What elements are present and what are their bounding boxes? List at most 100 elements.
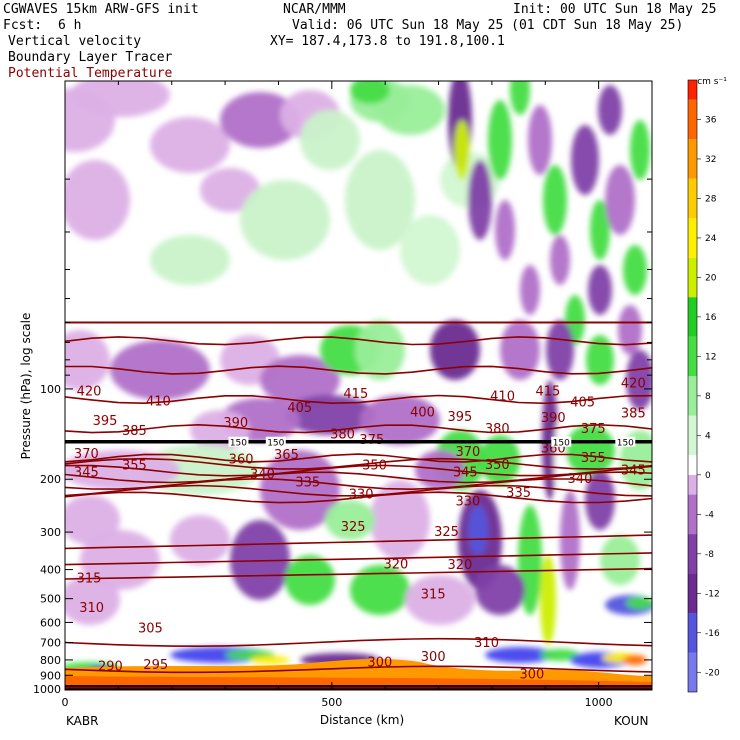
potential-temperature-contours: 420 410 395 385 390 405 415 400 395 410 415 420 405 3… xyxy=(65,321,652,689)
valid-time: Valid: 06 UTC Sun 18 May 25 (01 CDT Sun … xyxy=(292,18,684,33)
theta-label: 375 xyxy=(581,422,606,437)
x-tick-label: 500 xyxy=(321,696,342,709)
colorbar-tick-label: 0 xyxy=(705,471,711,481)
fcst-value: 6 h xyxy=(58,18,82,33)
colorbar-tick-label: 28 xyxy=(705,194,717,204)
theta-label: 395 xyxy=(93,414,118,429)
theta-label: 405 xyxy=(287,401,312,416)
theta-label: 330 xyxy=(455,494,480,509)
theta-label: 385 xyxy=(122,424,147,439)
colorbar-tick-label: -12 xyxy=(705,589,720,599)
colorbar-tick-label: -8 xyxy=(705,550,714,560)
field-boundary-layer-tracer: Boundary Layer Tracer xyxy=(8,50,173,65)
colorbar-swatch xyxy=(688,99,697,140)
y-tick-label: 400 xyxy=(40,564,61,577)
theta-label: 320 xyxy=(383,557,408,572)
colorbar-swatch xyxy=(688,534,697,574)
theta-label: 410 xyxy=(146,394,171,409)
theta-label: 325 xyxy=(434,525,459,540)
theta-label: 325 xyxy=(341,520,366,535)
xy-coords: XY= 187.4,173.8 to 191.8,100.1 xyxy=(270,34,505,49)
vertical-velocity-field xyxy=(65,81,652,690)
theta-label: 310 xyxy=(79,601,104,616)
tracer-label: 150 xyxy=(267,439,284,449)
colorbar-swatch xyxy=(688,257,697,298)
colorbar-swatch xyxy=(688,376,697,416)
y-tick-label: 200 xyxy=(40,473,61,486)
y-tick-label: 100 xyxy=(40,383,61,396)
theta-label: 355 xyxy=(122,459,147,474)
colorbar-swatch xyxy=(688,494,697,535)
colorbar-swatch xyxy=(688,336,697,377)
y-tick-label: 600 xyxy=(40,616,61,629)
colorbar-swatch xyxy=(688,297,697,337)
theta-label: 410 xyxy=(490,389,515,404)
org-label: NCAR/MMM xyxy=(283,2,346,17)
theta-label: 370 xyxy=(74,447,99,462)
theta-label: 420 xyxy=(77,384,102,399)
theta-label: 350 xyxy=(485,458,510,473)
theta-label: 315 xyxy=(421,587,446,602)
colorbar-tick-label: 24 xyxy=(705,234,717,244)
theta-label: 305 xyxy=(138,621,163,636)
colorbar-swatch xyxy=(688,178,697,219)
colorbar-swatch xyxy=(688,573,697,614)
theta-label: 390 xyxy=(541,411,566,426)
theta-label: 405 xyxy=(570,396,595,411)
tracer-label: 150 xyxy=(617,439,634,449)
colorbar-tick-label: 32 xyxy=(705,155,716,165)
y-axis-label: Pressure (hPa), log scale xyxy=(19,313,33,460)
x-endpoint-right: KOUN xyxy=(614,714,648,728)
colorbar-tick-label: -16 xyxy=(705,629,720,639)
theta-label: 365 xyxy=(274,448,299,463)
colorbar-tick-label: 20 xyxy=(705,273,717,283)
colorbar-tick-label: -20 xyxy=(705,668,720,678)
theta-label: 345 xyxy=(453,466,478,481)
theta-label: 320 xyxy=(447,558,472,573)
colorbar-swatch xyxy=(688,455,697,475)
field-potential-temperature: Potential Temperature xyxy=(8,66,173,81)
theta-label: 355 xyxy=(581,451,606,466)
theta-label: 395 xyxy=(447,410,472,425)
theta-label: 340 xyxy=(250,468,275,483)
colorbar-swatch xyxy=(688,415,697,456)
colorbar-tick-label: 4 xyxy=(705,431,711,441)
field-vertical-velocity: Vertical velocity xyxy=(8,34,142,49)
theta-label: 380 xyxy=(485,422,510,437)
colorbar-swatch xyxy=(688,139,697,179)
y-tick-label: 300 xyxy=(40,526,61,539)
theta-label: 335 xyxy=(295,475,320,490)
y-tick-label: 900 xyxy=(40,669,61,682)
colorbar-swatch xyxy=(688,218,697,258)
theta-label: 370 xyxy=(455,445,480,460)
colorbar-tick-label: 8 xyxy=(705,392,711,402)
theta-label: 315 xyxy=(77,571,102,586)
theta-label: 415 xyxy=(343,387,368,402)
theta-label: 300 xyxy=(367,655,392,670)
theta-label: 345 xyxy=(74,466,99,481)
tracer-label: 150 xyxy=(230,439,247,449)
colorbar-swatch xyxy=(688,613,697,653)
colorbar-swatch xyxy=(688,80,697,100)
init-time: Init: 00 UTC Sun 18 May 25 xyxy=(513,2,717,17)
colorbar-unit: cm s⁻¹ xyxy=(697,77,727,87)
colorbar-tick-label: 12 xyxy=(705,352,716,362)
theta-label: 360 xyxy=(229,453,254,468)
tracer-label: 150 xyxy=(553,439,570,449)
x-tick-label: 0 xyxy=(62,696,69,709)
theta-label: 340 xyxy=(568,472,593,487)
colorbar-tick-label: 16 xyxy=(705,313,717,323)
colorbar-tick-label: -4 xyxy=(705,510,714,520)
theta-label: 300 xyxy=(421,650,446,665)
x-tick-label: 1000 xyxy=(585,696,613,709)
y-tick-label: 700 xyxy=(40,637,61,650)
y-tick-label: 500 xyxy=(40,593,61,606)
colorbar: 36 32 28 24 20 16 12 8 4 0 -4 -8 -12 -16 -20 xyxy=(687,79,720,693)
theta-label: 310 xyxy=(474,636,499,651)
theta-label: 385 xyxy=(621,407,646,422)
x-axis-label: Distance (km) xyxy=(320,713,404,727)
theta-label: 415 xyxy=(536,384,561,399)
y-tick-label: 800 xyxy=(40,654,61,667)
